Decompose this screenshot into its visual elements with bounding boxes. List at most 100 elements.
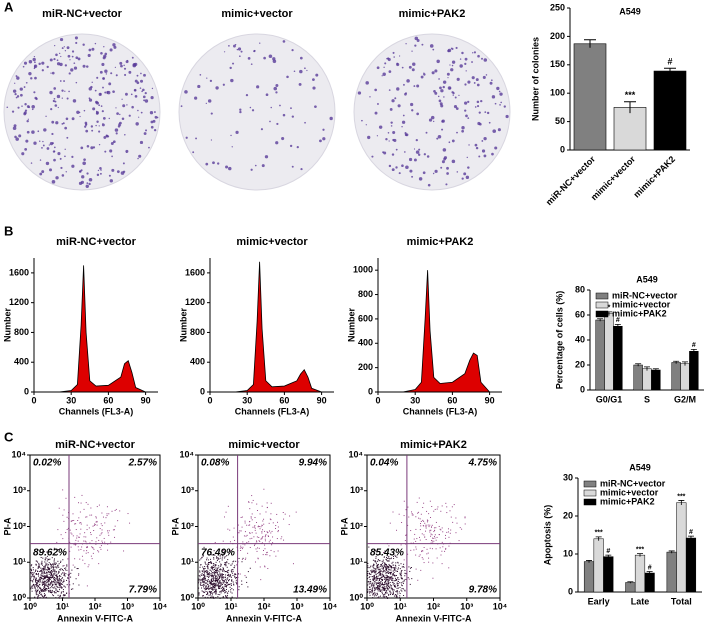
event-dot bbox=[256, 550, 258, 552]
event-dot bbox=[387, 578, 389, 580]
colony bbox=[49, 90, 53, 95]
event-dot bbox=[386, 596, 388, 598]
event-dot bbox=[210, 570, 212, 572]
event-dot bbox=[252, 526, 254, 528]
event-dot bbox=[69, 541, 71, 543]
event-dot bbox=[377, 569, 379, 571]
event-dot bbox=[52, 569, 54, 571]
colony bbox=[374, 111, 378, 115]
colony bbox=[79, 115, 81, 118]
legend-swatch bbox=[583, 498, 597, 506]
event-dot bbox=[217, 581, 219, 583]
event-dot bbox=[55, 583, 57, 585]
event-dot bbox=[223, 569, 225, 571]
event-dot bbox=[50, 572, 52, 574]
event-dot bbox=[112, 529, 114, 531]
event-dot bbox=[58, 584, 60, 586]
event-dot bbox=[222, 555, 224, 557]
bar bbox=[634, 554, 646, 593]
event-dot bbox=[30, 597, 32, 599]
event-dot bbox=[382, 568, 384, 570]
event-dot bbox=[35, 594, 37, 596]
colony bbox=[67, 54, 71, 58]
event-dot bbox=[390, 558, 392, 560]
event-dot bbox=[399, 586, 401, 588]
colony bbox=[12, 126, 17, 131]
event-dot bbox=[407, 524, 409, 526]
event-dot bbox=[46, 555, 48, 557]
event-dot bbox=[376, 588, 378, 590]
event-dot bbox=[100, 523, 102, 525]
event-dot bbox=[441, 505, 443, 507]
event-dot bbox=[225, 565, 227, 567]
event-dot bbox=[30, 573, 32, 575]
colony bbox=[180, 105, 183, 108]
event-dot bbox=[441, 527, 443, 529]
event-dot bbox=[220, 574, 222, 576]
event-dot bbox=[419, 539, 421, 541]
event-dot bbox=[370, 585, 372, 587]
event-dot bbox=[56, 590, 58, 592]
event-dot bbox=[63, 573, 65, 575]
event-dot bbox=[369, 591, 371, 593]
event-dot bbox=[385, 583, 387, 585]
colony bbox=[406, 79, 410, 83]
event-dot bbox=[30, 571, 32, 573]
colony bbox=[427, 183, 431, 187]
event-dot bbox=[380, 584, 382, 586]
event-dot bbox=[47, 551, 49, 553]
event-dot bbox=[389, 591, 391, 593]
event-dot bbox=[49, 551, 51, 553]
event-dot bbox=[210, 558, 212, 560]
event-dot bbox=[206, 580, 208, 582]
event-dot bbox=[234, 539, 236, 541]
event-dot bbox=[204, 586, 206, 588]
event-dot bbox=[226, 597, 228, 599]
colony bbox=[403, 83, 405, 86]
event-dot bbox=[369, 578, 371, 580]
event-dot bbox=[378, 582, 380, 584]
event-dot bbox=[425, 525, 427, 527]
event-dot bbox=[377, 583, 379, 585]
colony bbox=[405, 165, 409, 170]
legend-label: mimic+PAK2 bbox=[612, 308, 667, 318]
event-dot bbox=[31, 585, 33, 587]
event-dot bbox=[61, 577, 63, 579]
event-dot bbox=[222, 552, 224, 554]
event-dot bbox=[207, 563, 209, 565]
event-dot bbox=[396, 529, 398, 531]
colony bbox=[100, 52, 103, 55]
colony bbox=[111, 155, 113, 158]
colony bbox=[458, 94, 460, 96]
event-dot bbox=[272, 522, 274, 524]
legend-label: mimic+vector bbox=[612, 299, 671, 309]
event-dot bbox=[85, 516, 87, 518]
error-bar bbox=[624, 101, 636, 114]
event-dot bbox=[45, 583, 47, 585]
event-dot bbox=[221, 575, 223, 577]
event-dot bbox=[91, 558, 93, 560]
event-dot bbox=[246, 581, 248, 583]
event-dot bbox=[257, 526, 259, 528]
colony bbox=[488, 121, 491, 124]
event-dot bbox=[425, 524, 427, 526]
event-dot bbox=[207, 583, 209, 585]
colony bbox=[34, 76, 37, 80]
error-bar bbox=[668, 550, 675, 554]
colony bbox=[51, 142, 54, 145]
event-dot bbox=[202, 595, 204, 597]
event-dot bbox=[441, 541, 443, 543]
event-dot bbox=[390, 584, 392, 586]
event-dot bbox=[35, 580, 37, 582]
colony bbox=[91, 81, 93, 83]
colony bbox=[357, 91, 362, 95]
event-dot bbox=[207, 573, 209, 575]
event-dot bbox=[440, 554, 442, 556]
x-tick-label: 10¹ bbox=[224, 601, 237, 611]
event-dot bbox=[389, 590, 391, 592]
event-dot bbox=[50, 576, 52, 578]
event-dot bbox=[213, 579, 215, 581]
event-dot bbox=[208, 573, 210, 575]
colony bbox=[298, 82, 302, 86]
event-dot bbox=[43, 587, 45, 589]
